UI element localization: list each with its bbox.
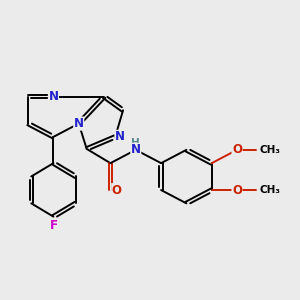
Text: CH₃: CH₃ xyxy=(259,185,280,195)
Text: F: F xyxy=(50,219,57,232)
Text: N: N xyxy=(131,143,141,156)
Text: O: O xyxy=(112,184,122,196)
Text: O: O xyxy=(232,184,242,196)
Text: H: H xyxy=(131,138,140,148)
Text: N: N xyxy=(48,90,59,103)
Text: O: O xyxy=(232,143,242,156)
Text: N: N xyxy=(115,130,125,143)
Text: CH₃: CH₃ xyxy=(259,145,280,155)
Text: N: N xyxy=(74,117,84,130)
